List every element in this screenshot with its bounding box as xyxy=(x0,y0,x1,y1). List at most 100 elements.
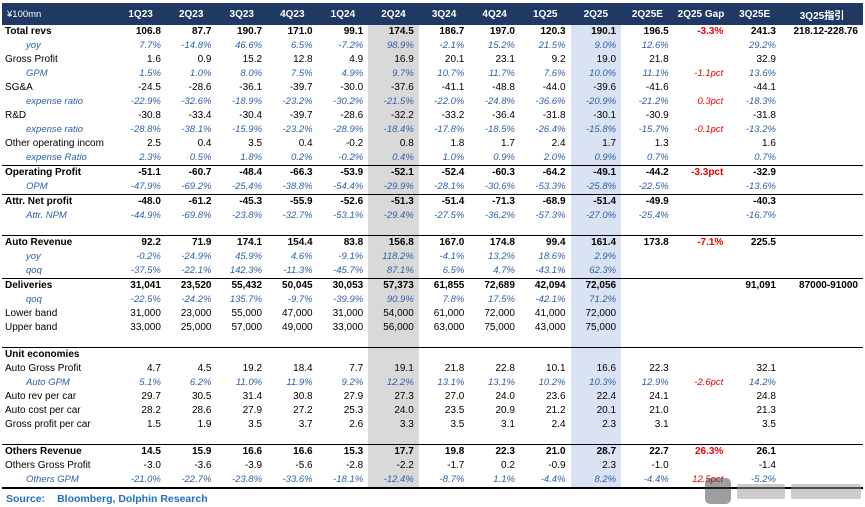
table-cell xyxy=(318,223,369,236)
table-cell: 41,000 xyxy=(534,308,566,319)
table-cell: 3.5 xyxy=(248,138,263,149)
column-header: 2Q24 xyxy=(368,3,419,25)
table-cell: 4.5 xyxy=(197,363,212,374)
column-header: 1Q24 xyxy=(317,3,369,25)
table-cell xyxy=(781,67,863,81)
table-cell xyxy=(674,418,729,432)
table-cell: 10.7% xyxy=(437,68,465,79)
table-cell xyxy=(781,376,863,390)
table-cell: -38.8% xyxy=(282,181,313,192)
table-cell: 154.4 xyxy=(267,235,318,250)
table-cell: 22.7 xyxy=(621,444,674,459)
table-row: expense Ratio 2.3% 0.5% 1.8% 0.2% -0.2% 0.4% 1.… xyxy=(2,151,863,166)
table-cell: 22.3 xyxy=(469,444,520,459)
table-cell: -9.1% xyxy=(338,251,364,262)
table-cell: 25.3 xyxy=(343,405,364,416)
table-cell xyxy=(673,194,729,209)
table-cell: -22.0% xyxy=(434,96,465,107)
table-cell: 31,041 xyxy=(115,278,166,293)
table-cell: 11.1% xyxy=(642,68,669,79)
table-cell: -36.2% xyxy=(484,210,515,221)
table-cell: 21.8 xyxy=(444,363,465,374)
row-label: Gross profit per car xyxy=(5,419,91,430)
table-cell: -18.1% xyxy=(317,473,369,489)
table-cell: -27.5% xyxy=(434,210,465,221)
table-cell: 61,855 xyxy=(418,278,470,293)
table-cell: 13.2% xyxy=(488,251,515,262)
table-cell: 24.8 xyxy=(756,391,776,402)
table-cell: -0.2% xyxy=(338,152,364,163)
table-cell: 91,091 xyxy=(728,278,781,293)
table-cell xyxy=(621,307,674,321)
table-cell xyxy=(674,432,729,445)
table-cell: 33,000 xyxy=(130,322,161,333)
table-cell xyxy=(115,335,166,348)
table-cell: 0.8 xyxy=(368,137,419,151)
table-cell: -54.4% xyxy=(333,181,364,192)
table-cell: 13.1% xyxy=(437,377,465,388)
table-cell xyxy=(728,264,781,279)
table-cell: -22.5% xyxy=(130,294,161,305)
table-cell: -2.1% xyxy=(439,40,465,51)
table-cell: -18.4% xyxy=(368,123,419,137)
source-line: Source: Bloomberg, Dolphin Research xyxy=(6,493,865,505)
table-cell xyxy=(570,335,622,348)
source-prefix-label: Source: xyxy=(6,493,46,505)
table-cell: 92.2 xyxy=(115,235,166,250)
table-cell xyxy=(673,347,729,362)
table-cell: -71.3 xyxy=(469,194,520,209)
table-cell: 15.2% xyxy=(488,40,515,51)
table-cell: -69.8% xyxy=(181,210,212,221)
table-row: Auto rev per car 29.7 30.5 31.4 30.8 27.9 27.3… xyxy=(2,390,863,404)
table-cell: -0.2% xyxy=(136,251,161,262)
table-cell: -30.9 xyxy=(645,110,669,121)
table-cell xyxy=(621,347,674,362)
table-cell: 173.8 xyxy=(621,235,674,250)
table-cell: 3.5 xyxy=(248,419,263,430)
table-cell: 8.0% xyxy=(240,68,263,79)
table-cell: 21.2 xyxy=(546,405,566,416)
table-body: Total revs 106.8 87.7 190.7 171.0 99.1 174.5 18… xyxy=(2,25,863,489)
table-cell xyxy=(674,209,729,223)
table-cell: 2.0% xyxy=(543,152,566,163)
table-cell: 25,000 xyxy=(180,322,212,333)
table-row: Deliveries 31,041 23,520 55,432 50,045 30,053… xyxy=(2,278,863,293)
table-row: R&D -30.8 -33.4 -30.4 -39.7 -28.6 -32.2 -33.2 -3… xyxy=(2,109,863,123)
table-cell: 42,094 xyxy=(519,278,571,293)
table-cell xyxy=(781,390,863,404)
table-cell: -44.1 xyxy=(753,82,776,93)
row-label: Upper band xyxy=(5,322,58,333)
table-cell xyxy=(780,347,863,362)
table-cell xyxy=(728,347,781,362)
table-cell: -32.7% xyxy=(282,210,313,221)
table-cell xyxy=(781,180,863,195)
table-cell: 54,000 xyxy=(368,307,419,321)
table-cell: -51.3 xyxy=(368,194,419,209)
column-header: 2Q25 xyxy=(570,3,622,25)
table-cell: 225.5 xyxy=(728,235,781,250)
table-cell: -37.5% xyxy=(130,265,161,276)
table-cell: -0.1pct xyxy=(694,124,724,135)
table-cell: 71.2% xyxy=(570,293,622,307)
table-row: Auto Revenue 92.2 71.9 174.1 154.4 83.8 156.8 1… xyxy=(2,235,863,250)
table-cell: -42.1% xyxy=(535,294,566,305)
table-cell: -14.8% xyxy=(181,40,212,51)
table-cell: 21.5% xyxy=(538,40,566,51)
table-cell: -3.6 xyxy=(194,460,212,471)
table-cell: 10.0% xyxy=(570,67,622,81)
table-cell xyxy=(267,432,318,445)
row-label: Operating Profit xyxy=(2,165,116,180)
table-cell: 142.3% xyxy=(229,265,263,276)
financial-table: ¥100mn 1Q23 2Q23 3Q23 4Q23 1Q24 2Q24 3Q24 4Q24 1… xyxy=(2,3,863,489)
table-cell xyxy=(621,250,674,264)
table-cell: 20.9 xyxy=(495,405,515,416)
row-label: Auto Revenue xyxy=(2,235,116,250)
table-cell: 167.0 xyxy=(418,235,470,250)
table-cell xyxy=(621,293,674,307)
table-cell: 11.9% xyxy=(286,377,313,388)
table-cell: 5.1% xyxy=(139,377,161,388)
table-cell: 0.3pct xyxy=(697,96,724,107)
row-label: yoy xyxy=(26,251,41,262)
table-cell: 2.3% xyxy=(139,152,161,163)
table-cell: -0.9 xyxy=(548,460,566,471)
